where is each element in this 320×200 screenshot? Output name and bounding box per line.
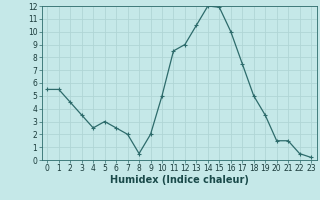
X-axis label: Humidex (Indice chaleur): Humidex (Indice chaleur) <box>110 175 249 185</box>
